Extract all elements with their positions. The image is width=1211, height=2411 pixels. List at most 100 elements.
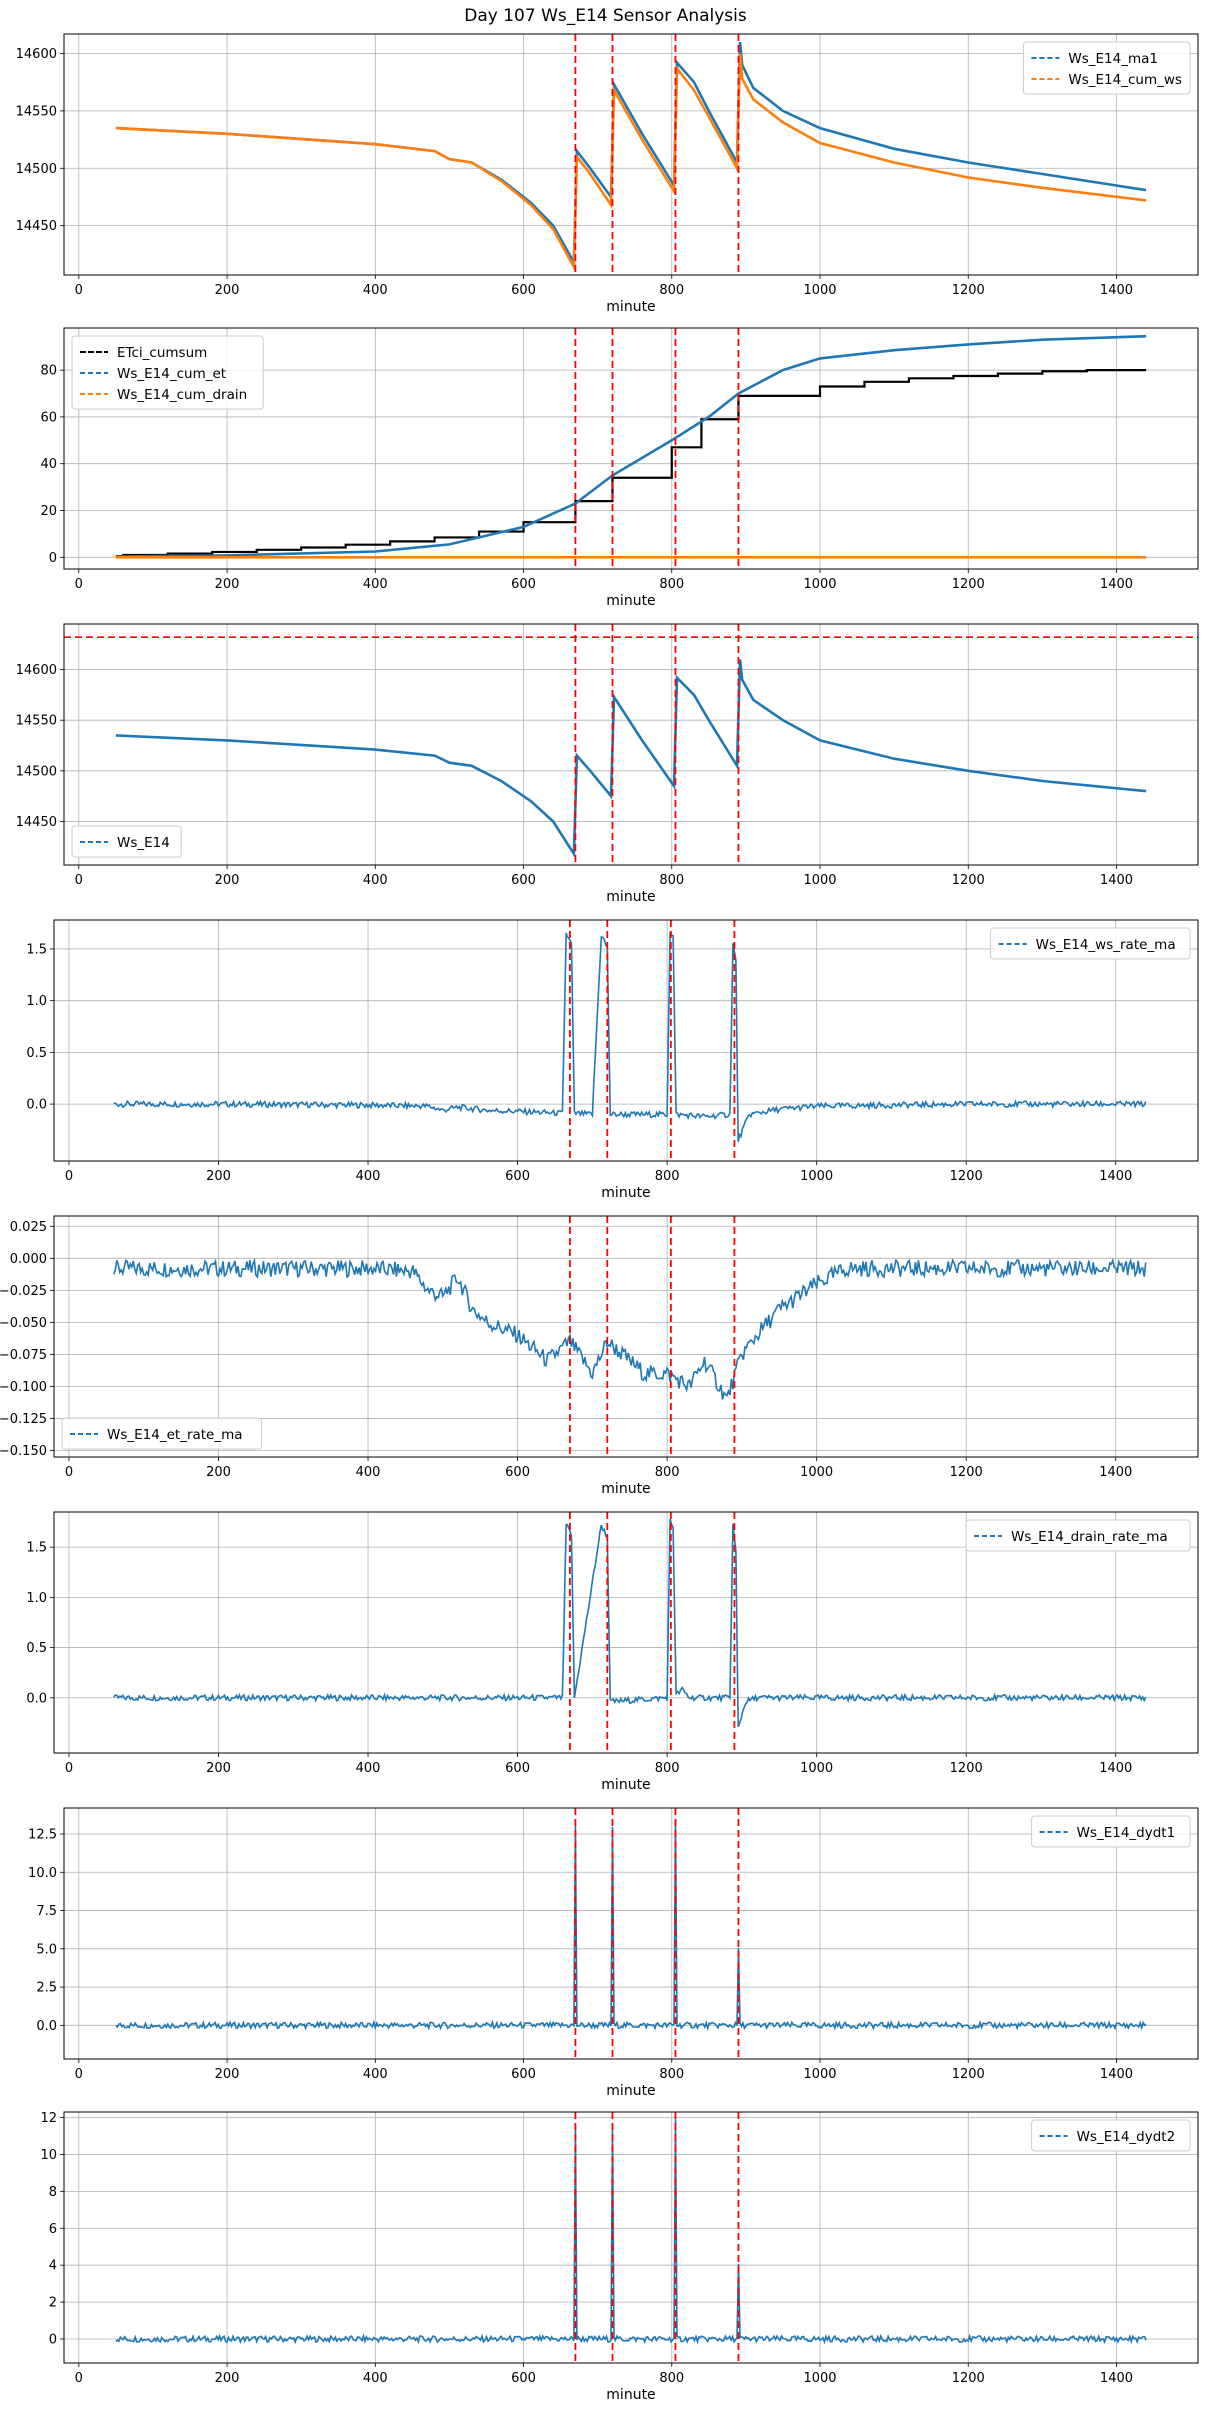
y-tick-label: 12 — [40, 2111, 57, 2126]
x-tick-label: 200 — [206, 1465, 231, 1480]
axes-frame — [63, 1807, 1199, 2060]
x-axis-label: minute — [606, 299, 655, 315]
x-tick-label: 1200 — [952, 873, 985, 888]
x-tick-label: 1400 — [1099, 1761, 1132, 1776]
x-axis-label: minute — [606, 593, 655, 609]
axes-frame — [53, 919, 1199, 1162]
x-tick-label: 600 — [505, 1465, 530, 1480]
legend-label: Ws_E14_cum_drain — [117, 387, 247, 403]
x-tick-label: 200 — [215, 283, 240, 298]
x-tick-label: 600 — [511, 2067, 536, 2082]
y-tick-label: 0 — [49, 551, 57, 566]
y-tick-label: 0.5 — [26, 1641, 47, 1656]
x-tick-label: 1400 — [1100, 283, 1133, 298]
y-tick-label: 8 — [49, 2185, 57, 2200]
y-tick-label: 12.5 — [28, 1828, 57, 1843]
y-tick-label: −0.025 — [0, 1284, 47, 1299]
axes-frame — [63, 623, 1199, 866]
legend-box — [965, 1519, 1191, 1552]
y-tick-label: 60 — [40, 410, 57, 425]
series-line-Ws_E14_dydt2 — [115, 2119, 1147, 2345]
series-group — [115, 334, 1147, 559]
x-axis-label: minute — [606, 2083, 655, 2099]
y-tick-label: 0.5 — [26, 1046, 47, 1061]
x-tick-label: 0 — [65, 1169, 73, 1184]
axes-frame — [53, 1511, 1199, 1754]
series-group — [115, 1819, 1147, 2032]
x-tick-label: 400 — [356, 1169, 381, 1184]
legend-label: Ws_E14_et_rate_ma — [107, 1427, 243, 1443]
y-tick-label: 20 — [40, 504, 57, 519]
x-axis-label: minute — [606, 2387, 655, 2403]
x-tick-label: 600 — [505, 1169, 530, 1184]
y-tick-label: 0.0 — [26, 1691, 47, 1706]
series-group — [113, 931, 1147, 1143]
legend-box — [71, 335, 264, 410]
series-line-Ws_E14_drain_rate_ma — [113, 1518, 1147, 1728]
x-tick-label: 1200 — [952, 577, 985, 592]
x-axis-label: minute — [606, 889, 655, 905]
y-tick-label: −0.125 — [0, 1412, 47, 1427]
legend-label: Ws_E14_drain_rate_ma — [1011, 1529, 1168, 1545]
x-axis-label: minute — [601, 1777, 650, 1793]
panel-3-ws-e14: 0 200 400 600 800 1000 1200 1400 14450 14500 14550… — [0, 618, 1211, 908]
series-line-Ws_E14_dydt1 — [115, 1819, 1147, 2032]
y-tick-label: −0.100 — [0, 1380, 47, 1395]
x-tick-label: 1000 — [800, 1465, 833, 1480]
y-tick-label: 14500 — [16, 764, 57, 779]
x-tick-label: 400 — [363, 873, 388, 888]
x-tick-label: 1000 — [803, 577, 836, 592]
x-tick-label: 600 — [511, 873, 536, 888]
legend-label: Ws_E14_ma1 — [1068, 51, 1158, 67]
x-tick-label: 800 — [659, 2067, 684, 2082]
y-tick-label: 14550 — [16, 714, 57, 729]
legend-box — [61, 1417, 262, 1450]
y-tick-label: 1.5 — [26, 1541, 47, 1556]
legend-box — [1031, 1815, 1191, 1848]
x-tick-label: 400 — [363, 2067, 388, 2082]
legend-box — [1022, 41, 1191, 95]
x-tick-label: 800 — [659, 283, 684, 298]
x-tick-label: 800 — [659, 873, 684, 888]
y-tick-label: 0.0 — [26, 1098, 47, 1113]
y-tick-label: −0.075 — [0, 1348, 47, 1363]
x-tick-label: 0 — [75, 283, 83, 298]
panel-7-dydt1: 0 200 400 600 800 1000 1200 1400 0.0 2.5 5.0 7.5 10.… — [0, 1802, 1211, 2104]
x-axis-label: minute — [601, 1481, 650, 1497]
x-tick-label: 1200 — [952, 283, 985, 298]
series-line-ETci_cumsum — [115, 369, 1147, 558]
axes-frame — [63, 2111, 1199, 2364]
x-tick-label: 800 — [655, 1169, 680, 1184]
y-tick-label: 6 — [49, 2222, 57, 2237]
x-tick-label: 1000 — [800, 1169, 833, 1184]
x-tick-label: 1000 — [803, 2067, 836, 2082]
x-axis-label: minute — [601, 1185, 650, 1201]
x-tick-label: 200 — [206, 1761, 231, 1776]
y-tick-label: 10.0 — [28, 1866, 57, 1881]
axes-frame — [53, 1215, 1199, 1458]
x-tick-label: 200 — [206, 1169, 231, 1184]
x-tick-label: 600 — [511, 577, 536, 592]
y-tick-label: 1.0 — [26, 1591, 47, 1606]
y-tick-label: 1.5 — [26, 942, 47, 957]
panel-2-cumulative: 0 200 400 600 800 1000 1200 1400 0 20 40 60 80 minute… — [0, 322, 1211, 612]
x-tick-label: 1000 — [803, 283, 836, 298]
panel-1-ma1-cum-ws: 0 200 400 600 800 1000 1200 1400 14450 14500 14550… — [0, 26, 1211, 318]
x-tick-label: 0 — [65, 1465, 73, 1480]
y-tick-label: 14600 — [16, 663, 57, 678]
y-tick-label: 0 — [49, 2333, 57, 2348]
x-tick-label: 600 — [511, 283, 536, 298]
x-tick-label: 1200 — [950, 1761, 983, 1776]
panel-4-ws-rate: 0 200 400 600 800 1000 1200 1400 0.0 0.5 1.0 1.5 min… — [0, 914, 1211, 1204]
x-tick-label: 0 — [65, 1761, 73, 1776]
x-tick-label: 1200 — [952, 2067, 985, 2082]
x-tick-label: 1400 — [1100, 2371, 1133, 2386]
x-tick-label: 200 — [215, 577, 240, 592]
x-tick-label: 1400 — [1099, 1169, 1132, 1184]
x-tick-label: 800 — [659, 2371, 684, 2386]
y-tick-label: 0.000 — [10, 1252, 47, 1267]
x-tick-label: 1400 — [1100, 577, 1133, 592]
y-tick-label: 14550 — [16, 104, 57, 119]
series-line-Ws_E14_ws_rate_ma — [113, 931, 1147, 1143]
x-tick-label: 1200 — [950, 1169, 983, 1184]
